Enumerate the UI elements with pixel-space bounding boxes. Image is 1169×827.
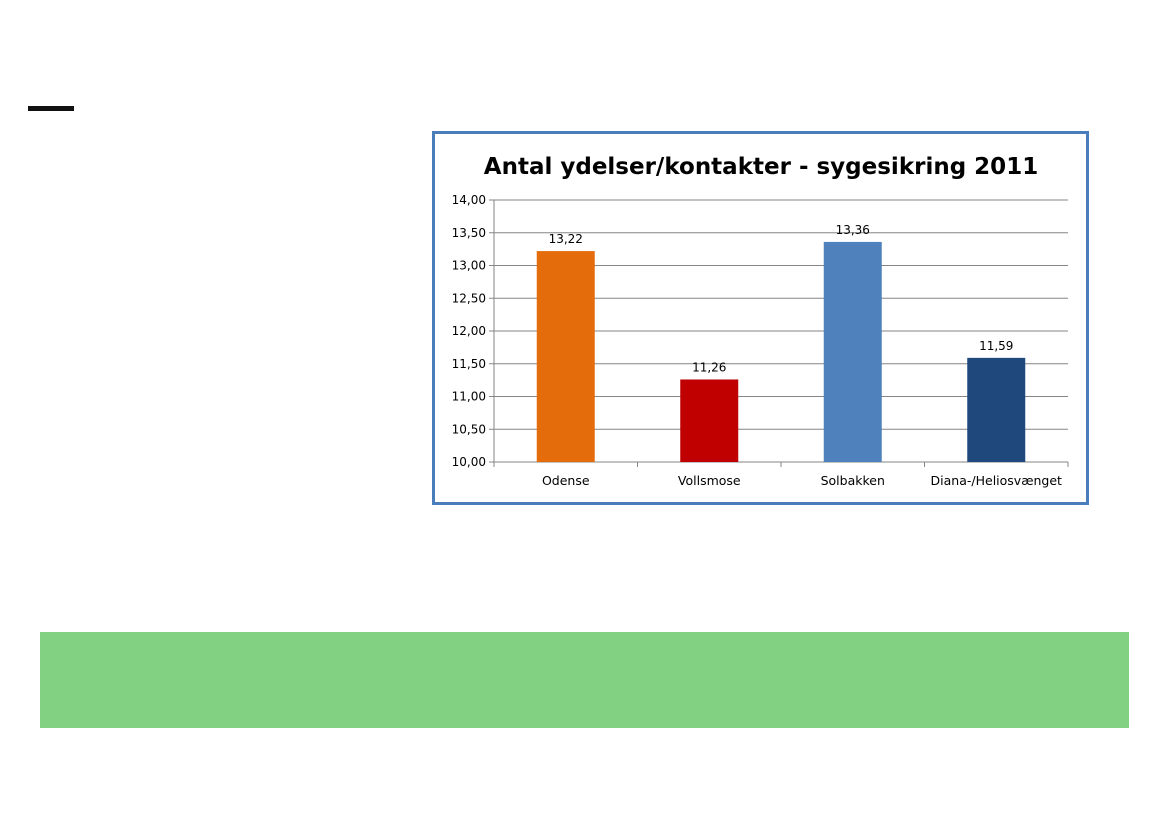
bar-chart: Antal ydelser/kontakter - sygesikring 20… xyxy=(452,154,1069,488)
bar-diana-heliosv-nget xyxy=(967,357,1026,462)
data-label: 11,26 xyxy=(692,360,726,374)
data-label: 13,36 xyxy=(836,223,870,237)
y-tick-label: 10,50 xyxy=(452,422,486,436)
y-tick-label: 10,00 xyxy=(452,455,486,469)
chart-title: Antal ydelser/kontakter - sygesikring 20… xyxy=(484,154,1038,180)
y-tick-label: 13,00 xyxy=(452,259,486,273)
x-tick-label: Odense xyxy=(542,473,590,488)
y-tick-label: 13,50 xyxy=(452,226,486,240)
y-tick-label: 11,50 xyxy=(452,357,486,371)
y-tick-label: 12,50 xyxy=(452,291,486,305)
y-tick-label: 11,00 xyxy=(452,390,486,404)
green-band xyxy=(40,632,1129,728)
x-tick-label: Vollsmose xyxy=(678,473,741,488)
chart-frame: Antal ydelser/kontakter - sygesikring 20… xyxy=(432,131,1089,505)
bar-odense xyxy=(536,251,595,462)
data-label: 11,59 xyxy=(979,339,1013,353)
y-tick-label: 12,00 xyxy=(452,324,486,338)
x-tick-label: Solbakken xyxy=(821,473,885,488)
x-tick-label: Diana-/Heliosvænget xyxy=(931,473,1062,488)
title-dash xyxy=(28,106,74,111)
bar-vollsmose xyxy=(680,379,739,462)
bar-solbakken xyxy=(823,241,882,462)
y-tick-label: 14,00 xyxy=(452,193,486,207)
data-label: 13,22 xyxy=(549,232,583,246)
